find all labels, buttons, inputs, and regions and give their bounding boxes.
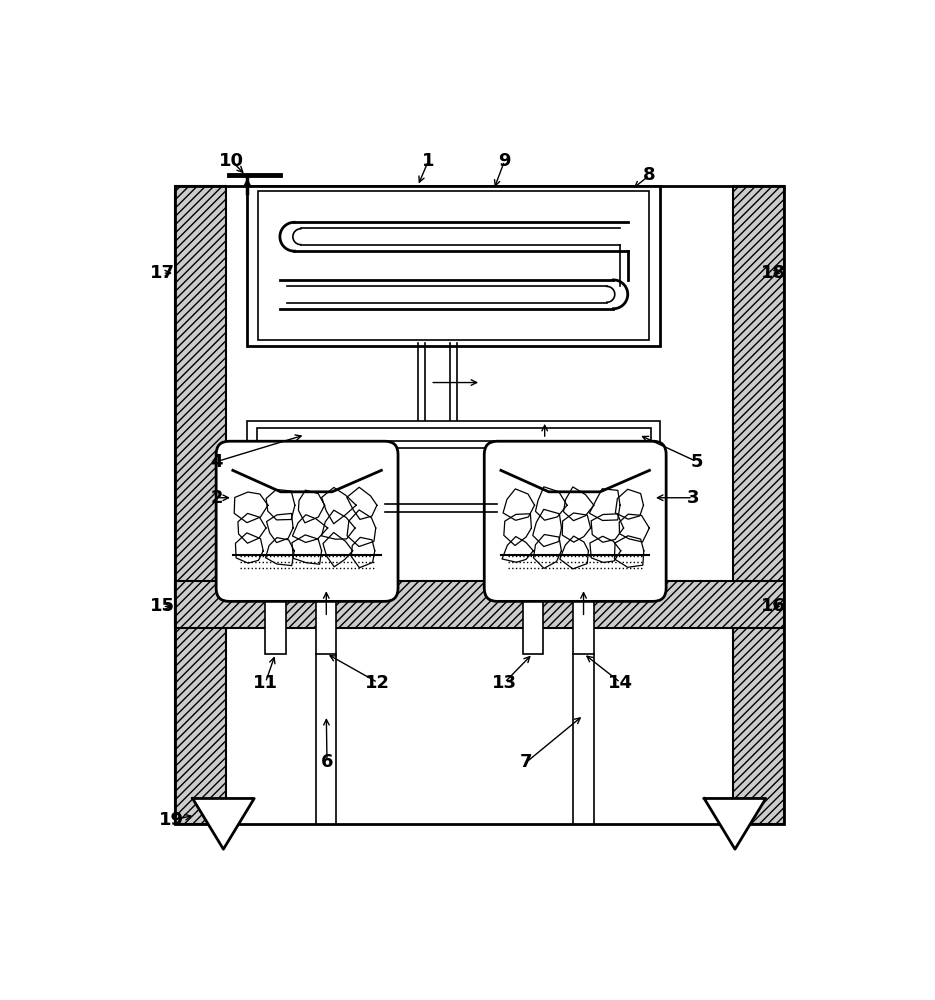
- Bar: [175, 581, 784, 628]
- Bar: [573, 588, 594, 654]
- Bar: [225, 628, 733, 824]
- Polygon shape: [193, 798, 254, 849]
- Bar: [733, 186, 784, 824]
- Text: 16: 16: [761, 597, 786, 615]
- Text: 6: 6: [321, 753, 333, 771]
- Text: 1: 1: [423, 152, 435, 170]
- FancyBboxPatch shape: [484, 441, 666, 601]
- Bar: [247, 186, 660, 346]
- FancyBboxPatch shape: [216, 441, 398, 601]
- Text: 2: 2: [210, 489, 223, 507]
- Text: 11: 11: [253, 674, 278, 692]
- Polygon shape: [704, 798, 766, 849]
- Bar: [257, 428, 651, 441]
- Bar: [306, 448, 343, 480]
- Bar: [225, 186, 733, 581]
- Text: 10: 10: [219, 152, 244, 170]
- Text: 17: 17: [150, 264, 175, 282]
- Bar: [316, 588, 337, 654]
- Text: 3: 3: [686, 489, 699, 507]
- Text: 4: 4: [210, 453, 223, 471]
- Text: 12: 12: [366, 674, 390, 692]
- Text: 8: 8: [643, 166, 655, 184]
- Bar: [314, 448, 335, 480]
- Text: 14: 14: [608, 674, 633, 692]
- Bar: [258, 191, 650, 340]
- Text: 13: 13: [492, 674, 517, 692]
- Bar: [266, 588, 286, 654]
- Bar: [544, 448, 565, 480]
- Bar: [536, 448, 573, 480]
- Text: 7: 7: [520, 753, 533, 771]
- Bar: [523, 588, 543, 654]
- Bar: [175, 186, 784, 824]
- Bar: [175, 186, 225, 824]
- Text: 15: 15: [150, 597, 175, 615]
- Text: 19: 19: [159, 811, 183, 829]
- Bar: [247, 421, 660, 448]
- Text: 18: 18: [761, 264, 786, 282]
- Text: 5: 5: [690, 453, 703, 471]
- Text: 9: 9: [498, 152, 511, 170]
